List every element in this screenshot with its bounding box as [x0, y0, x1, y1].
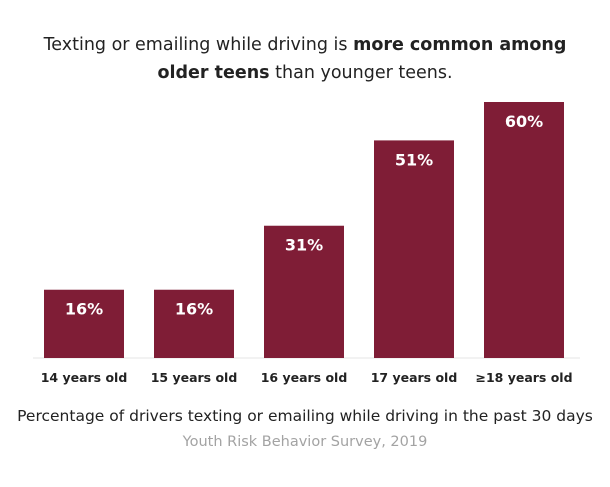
x-tick-label-4: 17 years old	[371, 370, 458, 385]
chart-title: Texting or emailing while driving is mor…	[20, 31, 590, 87]
data-labels-group: 16% 16% 31% 51% 60%	[65, 112, 543, 319]
chart-title-part-3: than younger teens.	[269, 63, 453, 83]
bar-2	[154, 289, 234, 358]
data-label-2: 16%	[175, 300, 213, 319]
data-label-4: 51%	[395, 150, 433, 169]
x-tick-label-3: 16 years old	[261, 370, 348, 385]
bar-1	[44, 289, 124, 358]
chart-title-part-2: more common among older teens	[157, 35, 567, 83]
data-label-1: 16%	[65, 300, 103, 319]
bar-chart: 16% 16% 31% 51% 60% 14 years old 15 years old…	[33, 102, 580, 385]
x-tick-labels-group: 14 years old 15 years old 16 years old 17 y…	[41, 370, 573, 385]
x-tick-label-1: 14 years old	[41, 370, 128, 385]
x-axis-label: Percentage of drivers texting or emailin…	[17, 407, 593, 425]
chart-title-part-1: Texting or emailing while driving is	[43, 35, 354, 55]
bar-5	[484, 102, 564, 358]
data-label-5: 60%	[505, 112, 543, 131]
data-label-3: 31%	[285, 236, 323, 255]
x-tick-label-2: 15 years old	[151, 370, 238, 385]
bar-4	[374, 140, 454, 358]
bars-group	[44, 102, 564, 358]
bar-3	[264, 225, 344, 358]
source-note: Youth Risk Behavior Survey, 2019	[182, 434, 428, 450]
x-tick-label-5: ≥18 years old	[475, 370, 572, 385]
